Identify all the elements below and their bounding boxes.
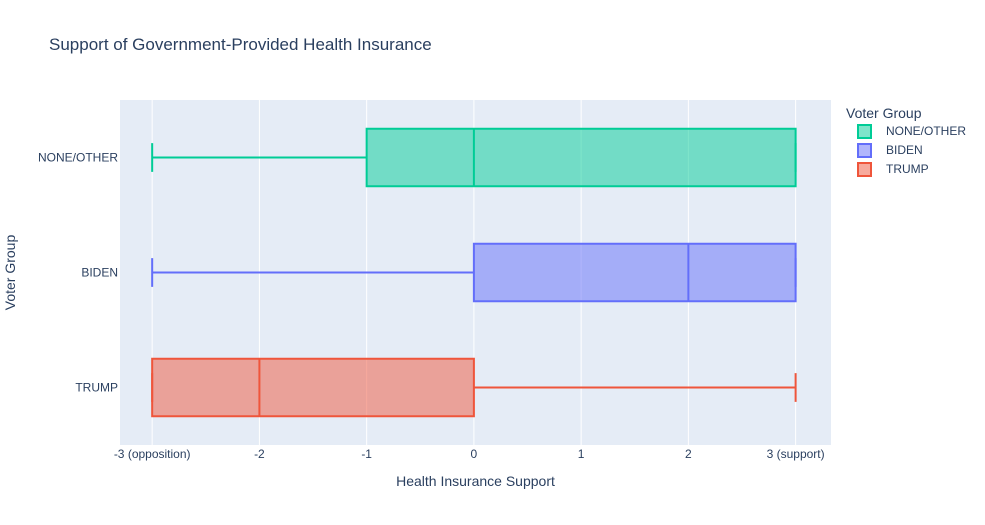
- iqr-box: [365, 127, 797, 188]
- legend: Voter Group NONE/OTHER BIDEN TRUMP: [846, 105, 966, 177]
- y-tick-label: NONE/OTHER: [38, 151, 118, 165]
- legend-swatch: [857, 162, 872, 177]
- legend-label: NONE/OTHER: [886, 124, 966, 138]
- x-tick-label: 0: [471, 447, 478, 461]
- x-tick-label: -1: [361, 447, 372, 461]
- box-biden: [151, 242, 797, 303]
- x-axis-title: Health Insurance Support: [396, 473, 555, 489]
- legend-swatch: [857, 143, 872, 158]
- legend-label: BIDEN: [886, 143, 923, 157]
- chart-title: Support of Government-Provided Health In…: [49, 35, 432, 54]
- iqr-box: [151, 357, 475, 418]
- x-tick-labels: -3 (opposition) -2 -1 0 1 2 3 (support): [114, 447, 825, 461]
- y-axis-title: Voter Group: [2, 235, 18, 311]
- x-tick-label: -2: [254, 447, 265, 461]
- legend-swatch: [857, 124, 872, 139]
- x-tick-label: 2: [685, 447, 692, 461]
- legend-label: TRUMP: [886, 162, 929, 176]
- y-tick-labels: TRUMP BIDEN NONE/OTHER: [38, 151, 118, 395]
- y-tick-label: BIDEN: [81, 266, 118, 280]
- x-tick-label: 1: [578, 447, 585, 461]
- legend-title: Voter Group: [846, 105, 922, 121]
- x-tick-label: -3 (opposition): [114, 447, 191, 461]
- y-tick-label: TRUMP: [75, 381, 118, 395]
- box-none-other: [151, 127, 797, 188]
- iqr-box: [472, 242, 797, 303]
- x-tick-label: 3 (support): [767, 447, 825, 461]
- box-series: [151, 127, 797, 418]
- box-trump: [151, 357, 797, 418]
